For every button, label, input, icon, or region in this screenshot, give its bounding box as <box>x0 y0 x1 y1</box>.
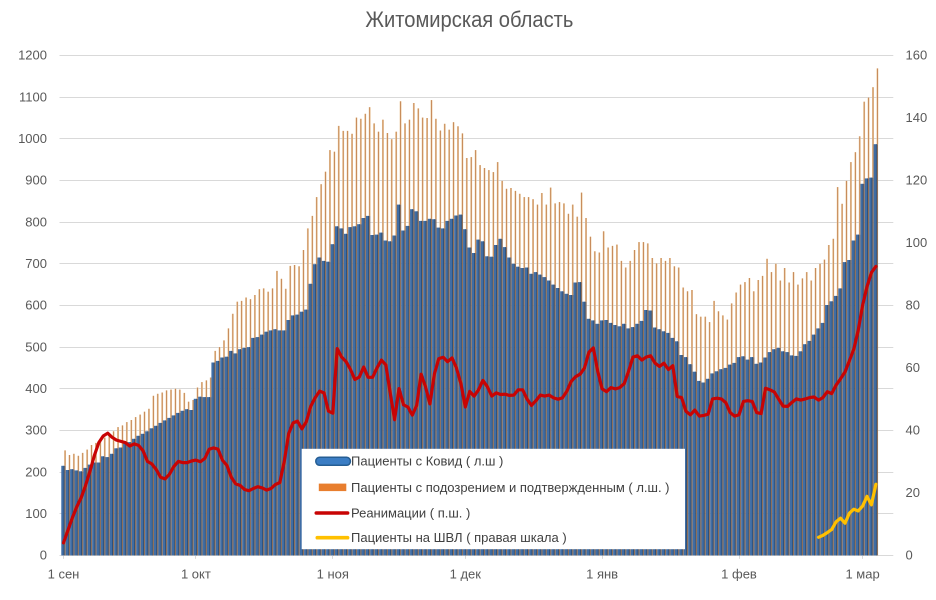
svg-text:Пациенты на ШВЛ ( правая шкала: Пациенты на ШВЛ ( правая шкала ) <box>351 530 567 545</box>
svg-text:700: 700 <box>25 256 47 271</box>
svg-text:0: 0 <box>40 548 47 563</box>
svg-text:300: 300 <box>25 423 47 438</box>
svg-text:1200: 1200 <box>18 48 47 63</box>
svg-text:1100: 1100 <box>19 89 47 104</box>
svg-text:Житомирская область: Житомирская область <box>365 7 573 32</box>
svg-text:100: 100 <box>906 235 928 250</box>
svg-text:1 фев: 1 фев <box>721 567 757 582</box>
svg-text:40: 40 <box>906 423 920 438</box>
svg-text:400: 400 <box>25 381 47 396</box>
svg-text:1 дек: 1 дек <box>450 567 482 582</box>
svg-text:80: 80 <box>906 298 920 313</box>
svg-text:1000: 1000 <box>18 131 47 146</box>
svg-text:160: 160 <box>906 48 928 63</box>
svg-text:900: 900 <box>25 173 47 188</box>
svg-text:140: 140 <box>906 110 928 125</box>
svg-text:1 мар: 1 мар <box>845 567 879 582</box>
svg-text:Пациенты с Ковид ( л.ш ): Пациенты с Ковид ( л.ш ) <box>351 454 503 469</box>
svg-text:100: 100 <box>25 506 47 521</box>
svg-text:1 янв: 1 янв <box>586 567 618 582</box>
svg-text:0: 0 <box>906 548 913 563</box>
svg-text:Реанимации ( п.ш. ): Реанимации ( п.ш. ) <box>351 506 470 521</box>
svg-text:Пациенты с подозрением и подтв: Пациенты с подозрением и подтвержденным … <box>351 480 670 495</box>
svg-text:60: 60 <box>906 360 920 375</box>
svg-text:1 окт: 1 окт <box>181 567 211 582</box>
svg-text:800: 800 <box>25 214 47 229</box>
svg-text:120: 120 <box>906 173 928 188</box>
svg-text:200: 200 <box>25 464 47 479</box>
svg-text:500: 500 <box>25 339 47 354</box>
svg-text:1 ноя: 1 ноя <box>317 567 349 582</box>
svg-text:600: 600 <box>25 298 47 313</box>
svg-text:20: 20 <box>906 485 920 500</box>
svg-text:1 сен: 1 сен <box>48 567 80 582</box>
